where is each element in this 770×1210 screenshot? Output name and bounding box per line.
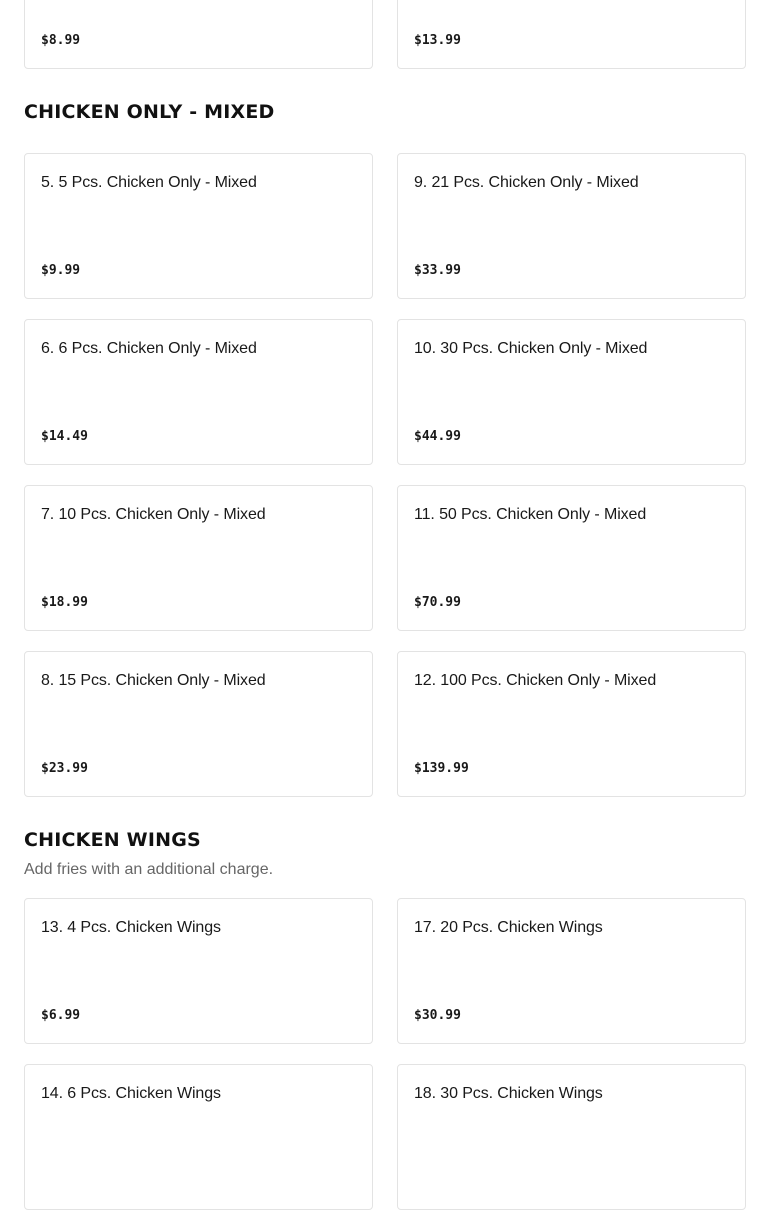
menu-item-card[interactable]: 11. 50 Pcs. Chicken Only - Mixed $70.99 xyxy=(397,485,746,631)
item-title: 7. 10 Pcs. Chicken Only - Mixed xyxy=(41,506,266,523)
menu-item-card[interactable]: 5. 5 Pcs. Chicken Only - Mixed $9.99 xyxy=(24,153,373,299)
menu-item-card[interactable]: 9. 21 Pcs. Chicken Only - Mixed $33.99 xyxy=(397,153,746,299)
item-price: $6.99 xyxy=(41,1008,81,1023)
section-subtitle: Add fries with an additional charge. xyxy=(24,861,274,878)
item-title: 17. 20 Pcs. Chicken Wings xyxy=(414,919,603,936)
item-title: 9. 21 Pcs. Chicken Only - Mixed xyxy=(414,174,639,191)
item-title: 8. 15 Pcs. Chicken Only - Mixed xyxy=(41,672,266,689)
item-title: 18. 30 Pcs. Chicken Wings xyxy=(414,1085,603,1102)
menu-item-card[interactable]: 8. 15 Pcs. Chicken Only - Mixed $23.99 xyxy=(24,651,373,797)
menu-item-card[interactable]: 7. 10 Pcs. Chicken Only - Mixed $18.99 xyxy=(24,485,373,631)
menu-item-card[interactable]: 6. 6 Pcs. Chicken Only - Mixed $14.49 xyxy=(24,319,373,465)
item-price: $8.99 xyxy=(41,33,81,48)
menu-grid-top: $8.99 $13.99 xyxy=(24,0,746,69)
item-price: $18.99 xyxy=(41,595,88,610)
item-title: 12. 100 Pcs. Chicken Only - Mixed xyxy=(414,672,657,689)
menu-item-card[interactable]: 13. 4 Pcs. Chicken Wings $6.99 xyxy=(24,898,373,1044)
menu-grid-chicken-only-mixed: 5. 5 Pcs. Chicken Only - Mixed $9.99 9. 21… xyxy=(24,153,746,797)
menu-container: $8.99 $13.99 CHICKEN ONLY - MIXED 5. 5 P… xyxy=(24,0,746,1210)
item-price: $139.99 xyxy=(414,761,469,776)
section-title: CHICKEN WINGS xyxy=(24,829,201,851)
item-title: 13. 4 Pcs. Chicken Wings xyxy=(41,919,221,936)
item-price: $33.99 xyxy=(414,263,461,278)
item-price: $13.99 xyxy=(414,33,461,48)
menu-item-card[interactable]: $13.99 xyxy=(397,0,746,69)
menu-item-card[interactable]: 17. 20 Pcs. Chicken Wings $30.99 xyxy=(397,898,746,1044)
item-title: 5. 5 Pcs. Chicken Only - Mixed xyxy=(41,174,257,191)
item-price: $14.49 xyxy=(41,429,88,444)
menu-item-card[interactable]: 14. 6 Pcs. Chicken Wings xyxy=(24,1064,373,1210)
menu-grid-chicken-wings: 13. 4 Pcs. Chicken Wings $6.99 17. 20 Pcs.… xyxy=(24,898,746,1210)
item-title: 11. 50 Pcs. Chicken Only - Mixed xyxy=(414,506,647,523)
item-price: $23.99 xyxy=(41,761,88,776)
menu-item-card[interactable]: 18. 30 Pcs. Chicken Wings xyxy=(397,1064,746,1210)
item-price: $70.99 xyxy=(414,595,461,610)
section-title: CHICKEN ONLY - MIXED xyxy=(24,101,275,123)
item-price: $9.99 xyxy=(41,263,81,278)
item-price: $30.99 xyxy=(414,1008,461,1023)
menu-item-card[interactable]: 12. 100 Pcs. Chicken Only - Mixed $139.99 xyxy=(397,651,746,797)
item-title: 14. 6 Pcs. Chicken Wings xyxy=(41,1085,221,1102)
menu-item-card[interactable]: $8.99 xyxy=(24,0,373,69)
menu-item-card[interactable]: 10. 30 Pcs. Chicken Only - Mixed $44.99 xyxy=(397,319,746,465)
item-title: 10. 30 Pcs. Chicken Only - Mixed xyxy=(414,340,648,357)
item-price: $44.99 xyxy=(414,429,461,444)
item-title: 6. 6 Pcs. Chicken Only - Mixed xyxy=(41,340,257,357)
